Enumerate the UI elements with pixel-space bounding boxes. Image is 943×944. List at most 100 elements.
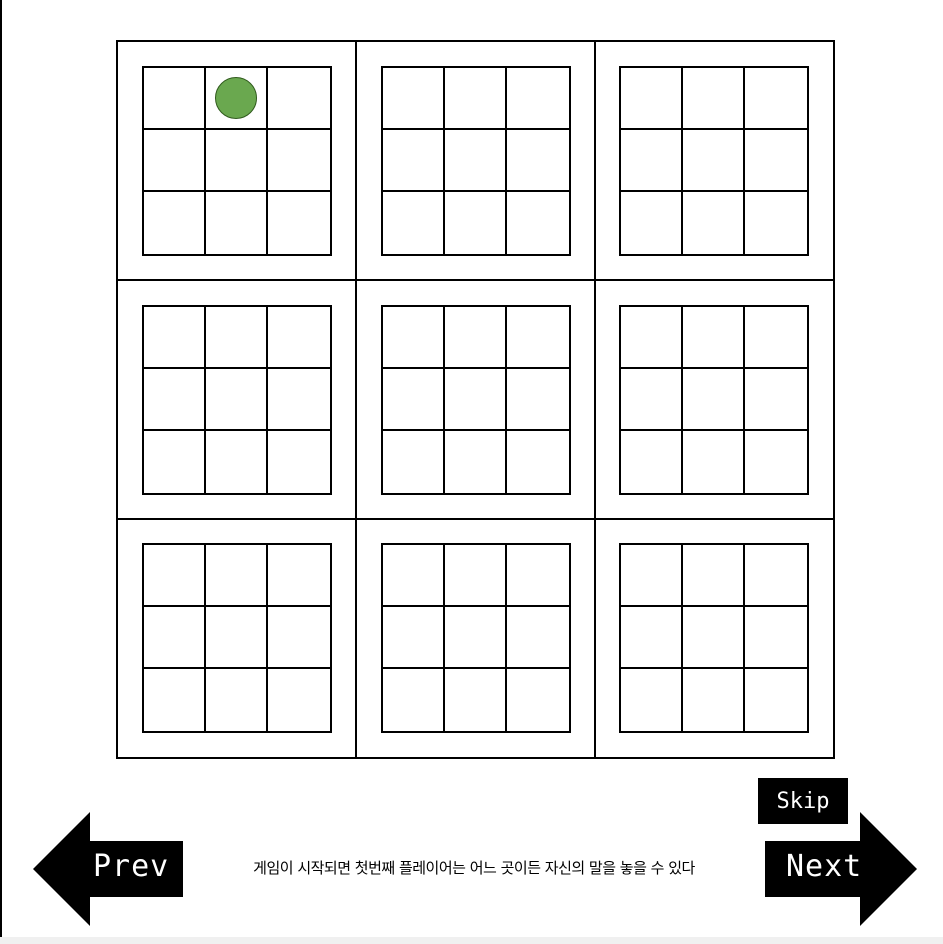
board-cell[interactable] <box>144 68 207 131</box>
board-cell[interactable] <box>144 130 207 193</box>
board-cell[interactable] <box>444 430 507 493</box>
board-cell[interactable] <box>744 544 807 607</box>
board-cell[interactable] <box>744 192 807 255</box>
board-cell[interactable] <box>620 668 683 731</box>
board-cell[interactable] <box>382 130 445 193</box>
board-cell[interactable] <box>144 192 207 255</box>
board-cell[interactable] <box>206 192 269 255</box>
board-cell[interactable] <box>444 368 507 431</box>
board-cell[interactable] <box>682 606 745 669</box>
board-cell[interactable] <box>206 306 269 369</box>
ultimate-tic-tac-toe-board <box>116 40 835 759</box>
board-cell[interactable] <box>744 430 807 493</box>
board-cell[interactable] <box>682 192 745 255</box>
board-cell[interactable] <box>506 668 569 731</box>
board-divider-vertical <box>593 42 596 757</box>
board-cell[interactable] <box>444 192 507 255</box>
board-cell[interactable] <box>382 668 445 731</box>
board-cell[interactable] <box>682 544 745 607</box>
board-cell[interactable] <box>744 606 807 669</box>
board-cell[interactable] <box>206 430 269 493</box>
left-border <box>0 0 2 944</box>
board-cell[interactable] <box>744 68 807 131</box>
board-cell[interactable] <box>506 368 569 431</box>
board-cell[interactable] <box>620 544 683 607</box>
prev-button[interactable]: Prev <box>33 812 183 926</box>
board-cell[interactable] <box>206 606 269 669</box>
board-cell[interactable] <box>382 544 445 607</box>
board-cell[interactable] <box>744 306 807 369</box>
board-cell[interactable] <box>268 430 331 493</box>
board-divider-horizontal <box>118 517 833 520</box>
board-cell[interactable] <box>206 130 269 193</box>
board-cell[interactable] <box>620 306 683 369</box>
board-cell[interactable] <box>382 192 445 255</box>
board-cell[interactable] <box>620 192 683 255</box>
board-cell[interactable] <box>744 130 807 193</box>
board-cell[interactable] <box>206 668 269 731</box>
next-button[interactable]: Next <box>765 812 917 926</box>
sub-board-2-0 <box>142 542 333 733</box>
board-cell[interactable] <box>506 306 569 369</box>
board-cell[interactable] <box>268 368 331 431</box>
sub-board-1-1 <box>380 304 571 495</box>
board-cell[interactable] <box>506 68 569 131</box>
board-cell[interactable] <box>682 668 745 731</box>
board-cell[interactable] <box>206 544 269 607</box>
board-cell[interactable] <box>382 430 445 493</box>
board-cell[interactable] <box>444 544 507 607</box>
board-cell[interactable] <box>506 130 569 193</box>
board-cell[interactable] <box>620 430 683 493</box>
board-cell[interactable] <box>682 130 745 193</box>
board-cell[interactable] <box>682 368 745 431</box>
board-cell[interactable] <box>268 606 331 669</box>
board-cell[interactable] <box>268 130 331 193</box>
board-cell[interactable] <box>620 606 683 669</box>
sub-board-2-2 <box>618 542 809 733</box>
board-cell[interactable] <box>144 430 207 493</box>
board-cell[interactable] <box>682 68 745 131</box>
left-arrow-icon <box>33 812 183 926</box>
board-cell[interactable] <box>144 306 207 369</box>
board-cell[interactable] <box>268 192 331 255</box>
board-cell[interactable] <box>144 544 207 607</box>
board-cell[interactable] <box>268 68 331 131</box>
board-cell[interactable] <box>444 130 507 193</box>
board-cell[interactable] <box>506 430 569 493</box>
board-cell[interactable] <box>268 306 331 369</box>
board-cell[interactable] <box>620 130 683 193</box>
board-cell[interactable] <box>444 606 507 669</box>
board-cell[interactable] <box>206 368 269 431</box>
board-cell[interactable] <box>682 306 745 369</box>
board-cell[interactable] <box>682 430 745 493</box>
board-cell[interactable] <box>382 606 445 669</box>
sub-board-0-2 <box>618 66 809 257</box>
board-cell[interactable] <box>506 192 569 255</box>
board-cell[interactable] <box>144 668 207 731</box>
right-arrow-icon <box>765 812 917 926</box>
board-cell[interactable] <box>744 668 807 731</box>
board-cell[interactable] <box>382 306 445 369</box>
sub-board-0-0 <box>142 66 333 257</box>
board-cell[interactable] <box>444 306 507 369</box>
board-cell[interactable] <box>144 368 207 431</box>
sub-board-1-2 <box>618 304 809 495</box>
board-cell[interactable] <box>620 368 683 431</box>
player-piece <box>215 77 258 120</box>
board-cell[interactable] <box>144 606 207 669</box>
board-cell[interactable] <box>444 68 507 131</box>
board-cell[interactable] <box>506 544 569 607</box>
board-cell[interactable] <box>206 68 269 131</box>
skip-button-label: Skip <box>776 788 830 814</box>
bottom-strip <box>0 937 943 944</box>
board-cell[interactable] <box>268 544 331 607</box>
board-cell[interactable] <box>620 68 683 131</box>
board-cell[interactable] <box>268 668 331 731</box>
board-cell[interactable] <box>744 368 807 431</box>
board-cell[interactable] <box>444 668 507 731</box>
board-cell[interactable] <box>382 68 445 131</box>
board-cell[interactable] <box>382 368 445 431</box>
board-cell[interactable] <box>506 606 569 669</box>
skip-button[interactable]: Skip <box>758 778 848 824</box>
board-divider-vertical <box>355 42 358 757</box>
